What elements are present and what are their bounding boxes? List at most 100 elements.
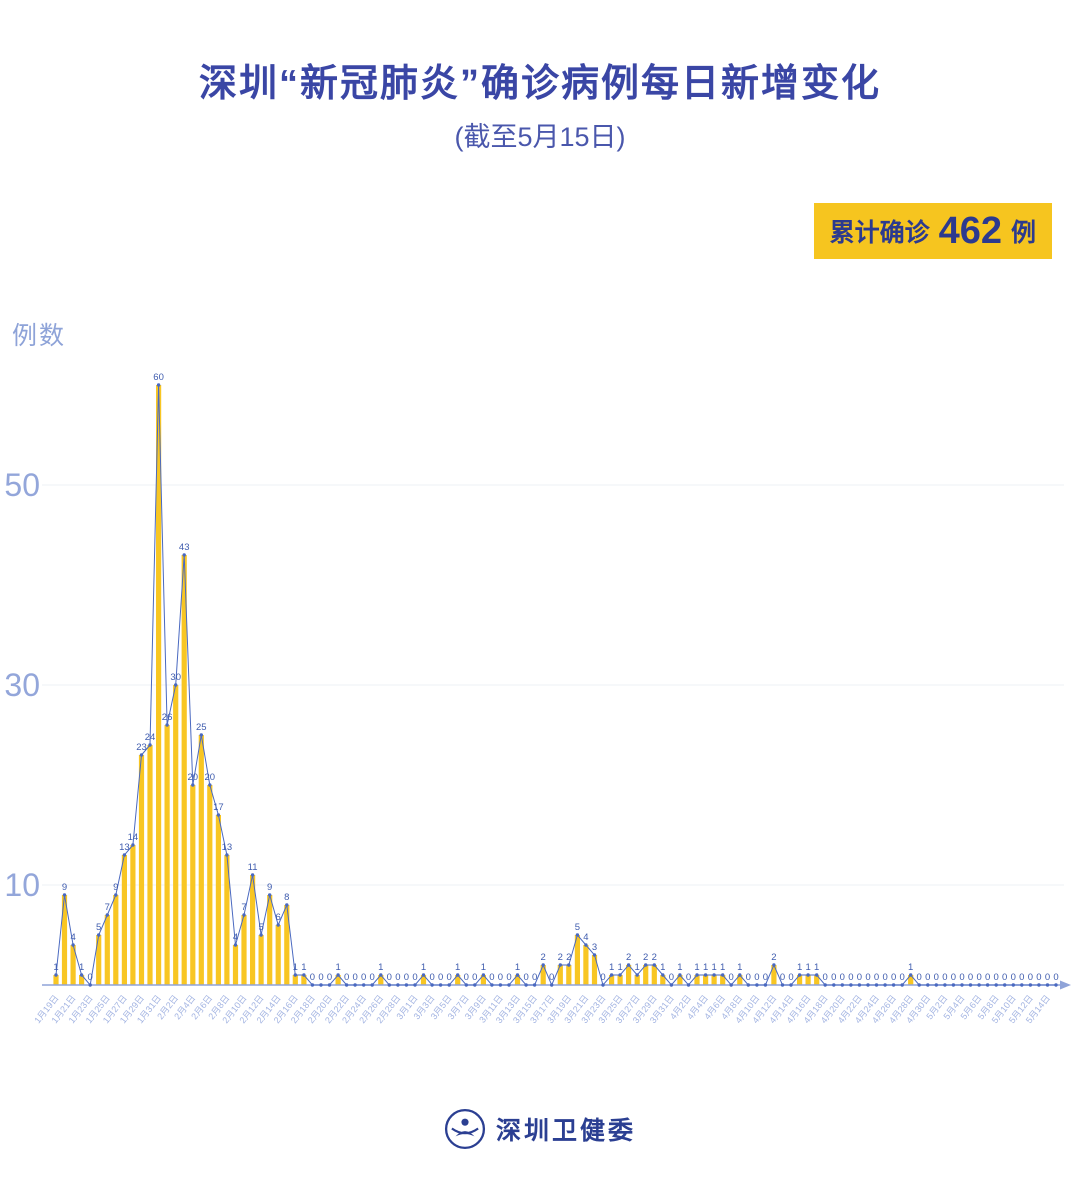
- svg-text:0: 0: [780, 972, 785, 983]
- svg-text:20: 20: [205, 772, 216, 783]
- svg-text:0: 0: [1028, 972, 1033, 983]
- svg-text:1: 1: [293, 962, 298, 973]
- svg-text:0: 0: [498, 972, 503, 983]
- svg-text:0: 0: [729, 972, 734, 983]
- svg-text:0: 0: [1019, 972, 1024, 983]
- svg-text:30: 30: [170, 672, 181, 683]
- svg-text:2: 2: [558, 952, 563, 963]
- svg-text:1: 1: [378, 962, 383, 973]
- svg-text:2: 2: [643, 952, 648, 963]
- svg-text:0: 0: [823, 972, 828, 983]
- svg-text:24: 24: [145, 732, 156, 743]
- svg-text:13: 13: [119, 842, 130, 853]
- svg-text:0: 0: [1011, 972, 1016, 983]
- svg-text:8: 8: [284, 892, 289, 903]
- svg-text:0: 0: [310, 972, 315, 983]
- svg-text:0: 0: [352, 972, 357, 983]
- svg-text:1: 1: [515, 962, 520, 973]
- svg-text:1: 1: [694, 962, 699, 973]
- svg-text:0: 0: [840, 972, 845, 983]
- svg-text:0: 0: [387, 972, 392, 983]
- svg-text:0: 0: [985, 972, 990, 983]
- svg-text:14: 14: [128, 832, 139, 843]
- svg-text:0: 0: [370, 972, 375, 983]
- svg-text:2: 2: [771, 952, 776, 963]
- svg-text:1: 1: [797, 962, 802, 973]
- svg-text:0: 0: [438, 972, 443, 983]
- svg-text:0: 0: [934, 972, 939, 983]
- svg-text:1: 1: [720, 962, 725, 973]
- svg-text:0: 0: [976, 972, 981, 983]
- svg-text:0: 0: [788, 972, 793, 983]
- svg-text:0: 0: [395, 972, 400, 983]
- svg-text:0: 0: [1045, 972, 1050, 983]
- svg-text:0: 0: [1002, 972, 1007, 983]
- svg-text:0: 0: [1036, 972, 1041, 983]
- svg-text:0: 0: [848, 972, 853, 983]
- svg-text:0: 0: [917, 972, 922, 983]
- svg-text:60: 60: [153, 372, 164, 383]
- svg-text:0: 0: [831, 972, 836, 983]
- svg-text:0: 0: [447, 972, 452, 983]
- svg-text:26: 26: [162, 712, 173, 723]
- svg-text:0: 0: [959, 972, 964, 983]
- svg-text:0: 0: [754, 972, 759, 983]
- svg-text:1: 1: [617, 962, 622, 973]
- svg-text:20: 20: [188, 772, 199, 783]
- svg-text:1: 1: [711, 962, 716, 973]
- cumulative-total-badge: 累计确诊 462 例: [813, 203, 1052, 259]
- svg-text:25: 25: [196, 722, 207, 733]
- footer: 深圳卫健委: [0, 1108, 1080, 1150]
- svg-text:1: 1: [737, 962, 742, 973]
- svg-text:0: 0: [874, 972, 879, 983]
- svg-text:0: 0: [600, 972, 605, 983]
- svg-text:3: 3: [592, 942, 597, 953]
- svg-text:2: 2: [566, 952, 571, 963]
- svg-text:0: 0: [1053, 972, 1058, 983]
- svg-text:0: 0: [489, 972, 494, 983]
- svg-text:1: 1: [805, 962, 810, 973]
- svg-text:6: 6: [276, 912, 281, 923]
- svg-text:1: 1: [301, 962, 306, 973]
- badge-suffix: 例: [1010, 219, 1036, 247]
- svg-text:17: 17: [213, 802, 224, 813]
- svg-text:0: 0: [344, 972, 349, 983]
- svg-text:0: 0: [412, 972, 417, 983]
- svg-text:0: 0: [968, 972, 973, 983]
- svg-text:13: 13: [222, 842, 233, 853]
- svg-text:0: 0: [951, 972, 956, 983]
- svg-text:1: 1: [660, 962, 665, 973]
- svg-text:0: 0: [506, 972, 511, 983]
- svg-text:0: 0: [925, 972, 930, 983]
- svg-text:0: 0: [865, 972, 870, 983]
- svg-text:1: 1: [703, 962, 708, 973]
- svg-text:1: 1: [635, 962, 640, 973]
- svg-text:1: 1: [609, 962, 614, 973]
- svg-text:5: 5: [96, 922, 101, 933]
- svg-text:0: 0: [361, 972, 366, 983]
- svg-text:11: 11: [248, 862, 258, 873]
- svg-text:0: 0: [686, 972, 691, 983]
- svg-text:0: 0: [669, 972, 674, 983]
- y-axis-title: 例数: [12, 322, 67, 350]
- svg-text:4: 4: [583, 932, 588, 943]
- svg-text:7: 7: [241, 902, 246, 913]
- svg-text:1: 1: [908, 962, 913, 973]
- svg-text:43: 43: [179, 542, 190, 553]
- svg-text:0: 0: [549, 972, 554, 983]
- svg-text:0: 0: [429, 972, 434, 983]
- svg-text:1: 1: [53, 962, 58, 973]
- svg-text:0: 0: [882, 972, 887, 983]
- svg-text:0: 0: [88, 972, 93, 983]
- svg-text:2: 2: [541, 952, 546, 963]
- svg-text:0: 0: [472, 972, 477, 983]
- svg-text:2: 2: [626, 952, 631, 963]
- svg-text:0: 0: [857, 972, 862, 983]
- svg-text:1: 1: [79, 962, 84, 973]
- svg-text:1: 1: [677, 962, 682, 973]
- svg-text:5: 5: [575, 922, 580, 933]
- chart-subtitle: (截至5月15日): [454, 122, 626, 152]
- daily-new-cases-chart: 1030501941057913142324602630432025201713…: [4, 372, 1071, 1025]
- svg-text:10: 10: [4, 867, 40, 903]
- svg-text:0: 0: [942, 972, 947, 983]
